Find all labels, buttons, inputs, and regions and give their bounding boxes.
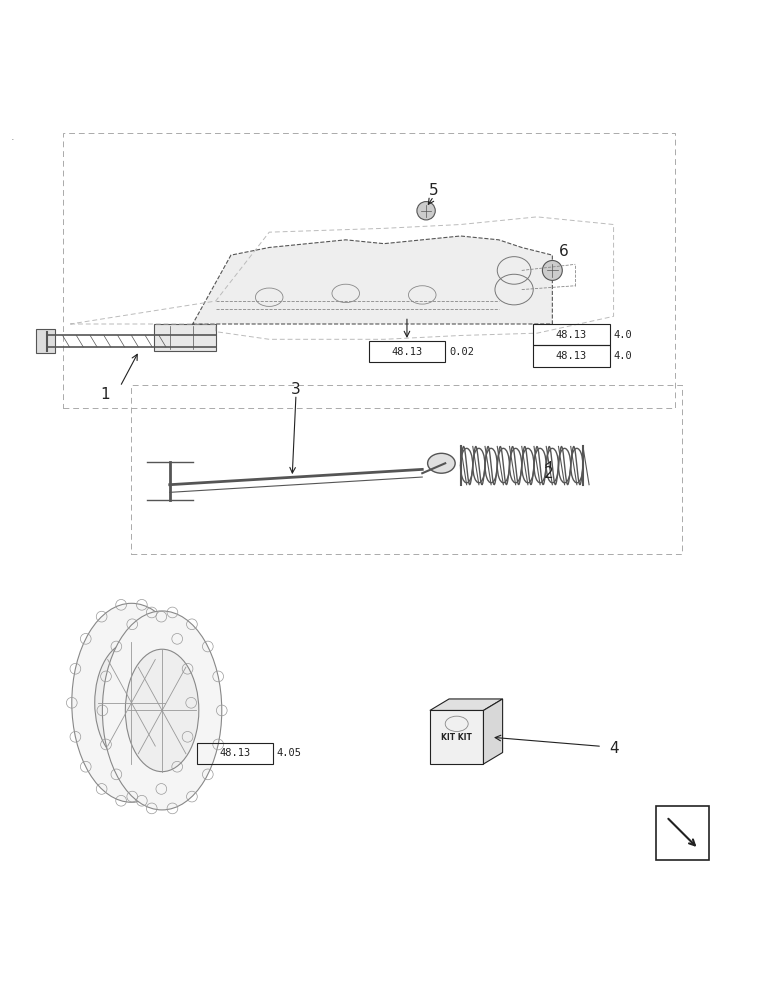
Text: 48.13: 48.13: [392, 347, 422, 357]
Text: 48.13: 48.13: [556, 351, 587, 361]
Text: 3: 3: [291, 382, 301, 397]
Text: 48.13: 48.13: [219, 748, 250, 758]
Text: 1: 1: [100, 387, 110, 402]
Ellipse shape: [102, 611, 222, 810]
Ellipse shape: [428, 453, 455, 473]
Ellipse shape: [94, 642, 168, 764]
Polygon shape: [430, 699, 502, 710]
Text: 4.05: 4.05: [277, 748, 302, 758]
Text: 4.0: 4.0: [614, 330, 632, 340]
Ellipse shape: [542, 260, 562, 280]
Polygon shape: [193, 236, 552, 324]
Text: 4: 4: [609, 741, 618, 756]
Text: 2: 2: [544, 466, 553, 481]
Ellipse shape: [417, 202, 435, 220]
Ellipse shape: [125, 649, 199, 772]
Text: 4.0: 4.0: [614, 351, 632, 361]
Text: 0.02: 0.02: [449, 347, 474, 357]
Polygon shape: [430, 710, 484, 764]
Ellipse shape: [71, 603, 191, 802]
Polygon shape: [36, 329, 55, 353]
Text: .: .: [11, 132, 15, 142]
Text: 6: 6: [559, 244, 568, 259]
Text: KIT KIT: KIT KIT: [442, 733, 472, 742]
Polygon shape: [484, 699, 502, 764]
Text: 48.13: 48.13: [556, 330, 587, 340]
Text: 5: 5: [429, 183, 439, 198]
Polygon shape: [154, 324, 216, 351]
